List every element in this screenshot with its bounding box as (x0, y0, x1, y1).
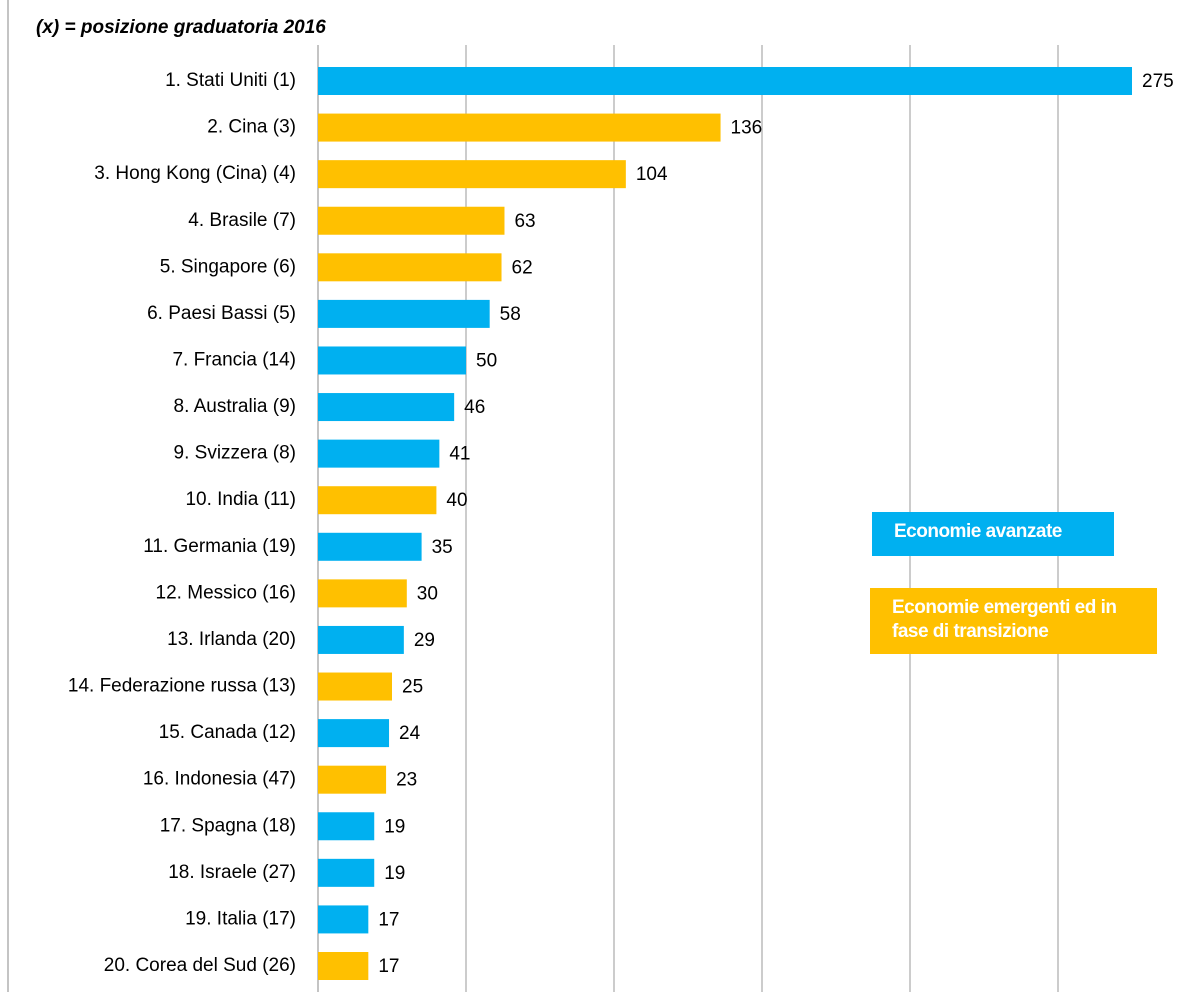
bar (318, 113, 721, 142)
y-tick-label: 2. Cina (3) (207, 117, 296, 138)
bar (318, 439, 440, 468)
bar (318, 858, 375, 887)
bar (318, 206, 505, 235)
y-tick-label: 13. Irlanda (20) (167, 629, 296, 650)
y-tick-label: 5. Singapore (6) (160, 256, 296, 277)
y-tick-label: 1. Stati Uniti (1) (165, 70, 296, 91)
legend-entry: Economie emergenti ed in fase di transiz… (870, 588, 1157, 654)
bar (318, 625, 404, 654)
bar (318, 299, 490, 328)
y-tick-label: 9. Svizzera (8) (174, 443, 296, 464)
value-label: 23 (396, 770, 417, 791)
value-label: 62 (512, 257, 533, 278)
y-tick-label: 17. Spagna (18) (160, 815, 296, 836)
value-label: 63 (514, 211, 535, 232)
value-label: 41 (449, 444, 470, 465)
bar (318, 160, 626, 189)
bar (318, 952, 369, 980)
bar (318, 393, 455, 422)
value-label: 40 (446, 490, 467, 511)
y-tick-label: 16. Indonesia (47) (143, 769, 296, 790)
y-tick-label: 6. Paesi Bassi (5) (147, 303, 296, 324)
y-tick-label: 3. Hong Kong (Cina) (4) (94, 163, 296, 184)
value-label: 29 (414, 630, 435, 651)
value-label: 17 (378, 909, 399, 930)
bar (318, 67, 1132, 95)
y-tick-label: 8. Australia (9) (174, 396, 297, 417)
value-label: 19 (384, 863, 405, 884)
bar (318, 486, 437, 515)
bar (318, 253, 502, 282)
y-tick-label: 14. Federazione russa (13) (68, 676, 296, 697)
bar (318, 532, 422, 561)
y-tick-label: 20. Corea del Sud (26) (104, 955, 296, 976)
value-label: 136 (731, 118, 763, 139)
y-tick-label: 4. Brasile (7) (188, 210, 296, 231)
value-label: 58 (500, 304, 521, 325)
y-tick-label: 12. Messico (16) (156, 582, 296, 603)
subtitle: (x) = posizione graduatoria 2016 (36, 17, 326, 38)
value-label: 50 (476, 350, 497, 371)
bar (318, 579, 407, 608)
value-label: 24 (399, 723, 421, 744)
bar (318, 346, 466, 375)
value-label: 30 (417, 583, 438, 604)
y-tick-label: 15. Canada (12) (159, 722, 296, 743)
y-tick-label: 18. Israele (27) (168, 862, 296, 883)
value-label: 35 (432, 537, 453, 558)
value-label: 104 (636, 164, 668, 185)
value-label: 19 (384, 816, 405, 837)
bar (318, 672, 392, 701)
y-tick-label: 19. Italia (17) (185, 908, 296, 929)
value-label: 275 (1142, 71, 1174, 92)
bar (318, 765, 387, 794)
y-tick-label: 10. India (11) (185, 489, 296, 510)
value-label: 25 (402, 677, 423, 698)
y-tick-label: 7. Francia (14) (172, 349, 296, 370)
value-label: 17 (378, 956, 399, 977)
bar (318, 812, 375, 841)
legend-entry: Economie avanzate (872, 512, 1114, 556)
y-tick-label: 11. Germania (19) (143, 536, 296, 557)
bar (318, 905, 369, 934)
bar (318, 719, 390, 748)
value-label: 46 (464, 397, 485, 418)
